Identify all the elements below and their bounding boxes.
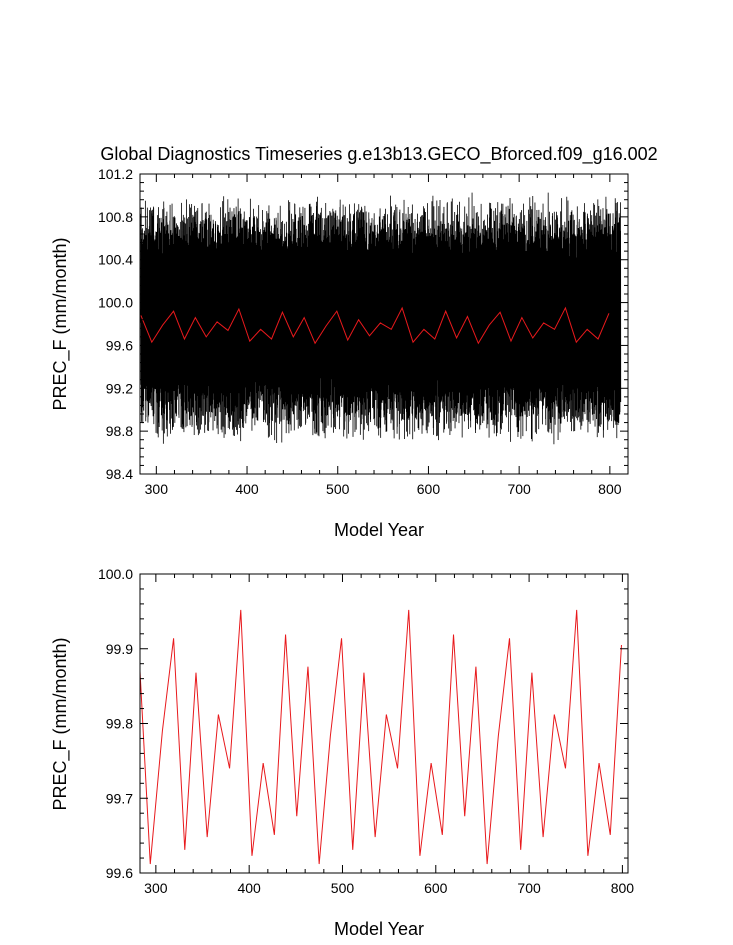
x-tick-label: 700 bbox=[517, 880, 541, 896]
x-tick-label: 800 bbox=[598, 481, 622, 497]
y-tick-label: 99.7 bbox=[106, 790, 133, 806]
y-tick-label: 100.4 bbox=[98, 252, 133, 268]
x-tick-label: 800 bbox=[611, 880, 635, 896]
y-axis-label: PREC_F (mm/month) bbox=[50, 237, 71, 410]
y-tick-label: 99.8 bbox=[106, 716, 133, 732]
bottom-annual-panel: 300 400 500 600 700 80099.699.799.899.9100.0 … bbox=[50, 566, 634, 939]
y-tick-label: 99.6 bbox=[106, 337, 133, 353]
y-tick-label: 99.6 bbox=[106, 865, 133, 881]
x-tick-label: 700 bbox=[507, 481, 531, 497]
x-axis-label: Model Year bbox=[334, 919, 424, 939]
x-tick-label: 500 bbox=[331, 880, 355, 896]
plot-frame bbox=[139, 573, 629, 874]
series-layer bbox=[139, 609, 622, 865]
series-layer bbox=[140, 192, 622, 445]
x-tick-label: 400 bbox=[237, 880, 261, 896]
monthly-series-line bbox=[140, 192, 622, 445]
x-axis-label: Model Year bbox=[334, 520, 424, 540]
chart-title: Global Diagnostics Timeseries g.e13b13.G… bbox=[100, 144, 657, 165]
annual-series-line bbox=[140, 306, 610, 345]
plot-frame bbox=[139, 173, 629, 475]
y-tick-label: 99.2 bbox=[106, 380, 133, 396]
y-axis-label: PREC_F (mm/month) bbox=[50, 637, 71, 810]
axis-layer: 300 400 500 600 700 800 98.4 98.8 99.2 99.6 100.0 1… bbox=[98, 166, 629, 497]
y-tick-label: 98.8 bbox=[106, 423, 133, 439]
x-tick-label: 400 bbox=[235, 481, 259, 497]
annual-series-line bbox=[139, 609, 622, 865]
axis-layer: 300 400 500 600 700 800 99.6 99.7 99.8 99.9 100.0 bbox=[98, 566, 634, 896]
x-tick-label: 300 bbox=[145, 481, 169, 497]
y-tick-label: 101.2 bbox=[98, 166, 133, 182]
x-tick-label: 600 bbox=[424, 880, 448, 896]
x-tick-label: 300 bbox=[144, 880, 168, 896]
x-tick-label: 600 bbox=[417, 481, 441, 497]
y-tick-label: 100.8 bbox=[98, 209, 133, 225]
y-tick-label: 99.9 bbox=[106, 641, 133, 657]
top-timeseries-panel: Global Diagnostics Timeseries g.e13b13.G… bbox=[50, 144, 658, 540]
y-tick-label: 100.0 bbox=[98, 295, 133, 311]
y-tick-label: 100.0 bbox=[98, 566, 133, 582]
x-tick-label: 500 bbox=[326, 481, 350, 497]
y-tick-label: 98.4 bbox=[106, 466, 133, 482]
